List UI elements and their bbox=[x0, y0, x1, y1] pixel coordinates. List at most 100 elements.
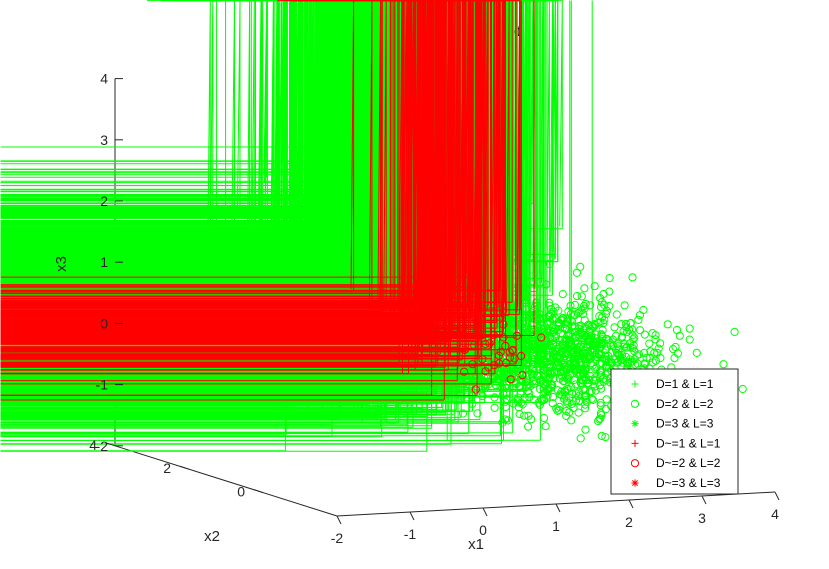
z-axis-label: x3 bbox=[53, 256, 70, 272]
legend-label: D~=3 & L=3 bbox=[656, 476, 721, 490]
data-point bbox=[545, 301, 554, 310]
data-point bbox=[531, 302, 540, 311]
data-point bbox=[671, 342, 680, 352]
x-tick-mark bbox=[555, 503, 561, 513]
data-point bbox=[596, 409, 606, 418]
data-point bbox=[685, 335, 694, 344]
x-axis-label: x1 bbox=[468, 536, 484, 553]
z-tick-label: 1 bbox=[100, 254, 108, 270]
data-point bbox=[576, 262, 585, 271]
data-point bbox=[554, 321, 563, 330]
data-point bbox=[551, 331, 561, 340]
data-point bbox=[560, 319, 569, 328]
data-point bbox=[496, 347, 505, 356]
x-tick-label: 3 bbox=[698, 510, 706, 526]
data-point bbox=[537, 324, 546, 334]
data-point bbox=[517, 351, 526, 360]
data-point bbox=[565, 393, 574, 402]
legend-marker bbox=[631, 420, 639, 428]
data-point bbox=[550, 327, 559, 336]
data-point bbox=[496, 367, 505, 376]
data-point bbox=[595, 312, 604, 321]
data-point bbox=[535, 357, 544, 366]
legend-marker bbox=[631, 380, 639, 388]
data-point bbox=[567, 359, 576, 368]
legend-label: D=3 & L=3 bbox=[656, 417, 714, 431]
data-point bbox=[532, 298, 541, 307]
data-point bbox=[595, 415, 604, 424]
data-point bbox=[575, 308, 584, 317]
data-point bbox=[508, 346, 517, 355]
data-point bbox=[537, 333, 546, 342]
data-point bbox=[508, 345, 518, 354]
data-point bbox=[525, 393, 534, 402]
data-point bbox=[576, 321, 585, 330]
data-point bbox=[597, 431, 606, 440]
data-point bbox=[468, 399, 477, 408]
data-point bbox=[640, 348, 649, 357]
x-tick-mark bbox=[774, 491, 780, 501]
x-tick-mark bbox=[701, 495, 707, 505]
data-point bbox=[596, 294, 605, 303]
data-point bbox=[587, 331, 596, 340]
data-point bbox=[620, 301, 629, 310]
data-point bbox=[581, 404, 590, 413]
data-point bbox=[502, 358, 511, 367]
data-point bbox=[532, 301, 542, 310]
data-point bbox=[512, 331, 521, 340]
data-point bbox=[544, 384, 553, 393]
data-point bbox=[617, 320, 626, 329]
data-point bbox=[529, 357, 538, 367]
data-point bbox=[600, 300, 609, 309]
data-point bbox=[650, 348, 659, 357]
data-point bbox=[630, 333, 639, 342]
data-point bbox=[545, 298, 554, 307]
data-point bbox=[564, 330, 574, 339]
data-point bbox=[490, 361, 499, 370]
legend-marker bbox=[631, 479, 639, 487]
data-point bbox=[581, 299, 590, 308]
data-point bbox=[553, 406, 562, 415]
x-tick-label: 0 bbox=[479, 522, 487, 538]
data-point bbox=[461, 371, 470, 381]
data-point bbox=[588, 395, 598, 404]
data-point bbox=[563, 335, 572, 344]
data-point bbox=[0, 0, 304, 242]
data-point bbox=[608, 335, 618, 344]
data-point bbox=[519, 319, 528, 329]
data-point bbox=[546, 333, 555, 342]
data-point bbox=[663, 320, 672, 329]
data-point bbox=[626, 318, 635, 328]
data-point bbox=[596, 398, 605, 407]
data-point bbox=[0, 0, 479, 326]
data-point bbox=[498, 418, 507, 427]
data-point bbox=[501, 402, 510, 412]
data-point bbox=[589, 322, 598, 331]
data-point bbox=[503, 395, 512, 404]
data-point bbox=[0, 0, 400, 364]
data-point bbox=[485, 339, 494, 348]
data-point bbox=[566, 346, 576, 355]
data-point bbox=[516, 355, 525, 365]
data-point bbox=[506, 375, 515, 384]
data-point bbox=[530, 339, 539, 349]
data-point bbox=[523, 347, 532, 356]
data-point bbox=[518, 371, 527, 380]
data-point bbox=[501, 397, 510, 406]
legend-box bbox=[610, 368, 739, 495]
data-point bbox=[515, 410, 524, 419]
data-point bbox=[551, 303, 560, 312]
data-point bbox=[514, 398, 523, 407]
data-point bbox=[669, 345, 678, 354]
data-point bbox=[562, 385, 572, 394]
data-point bbox=[628, 273, 637, 282]
data-point bbox=[605, 273, 614, 283]
z-tick-label: 0 bbox=[100, 315, 108, 331]
data-point bbox=[645, 339, 654, 348]
data-point bbox=[613, 339, 622, 348]
data-point bbox=[597, 384, 606, 393]
data-point bbox=[562, 411, 571, 420]
data-point bbox=[656, 353, 665, 363]
data-point bbox=[738, 384, 747, 394]
data-point bbox=[586, 332, 595, 341]
